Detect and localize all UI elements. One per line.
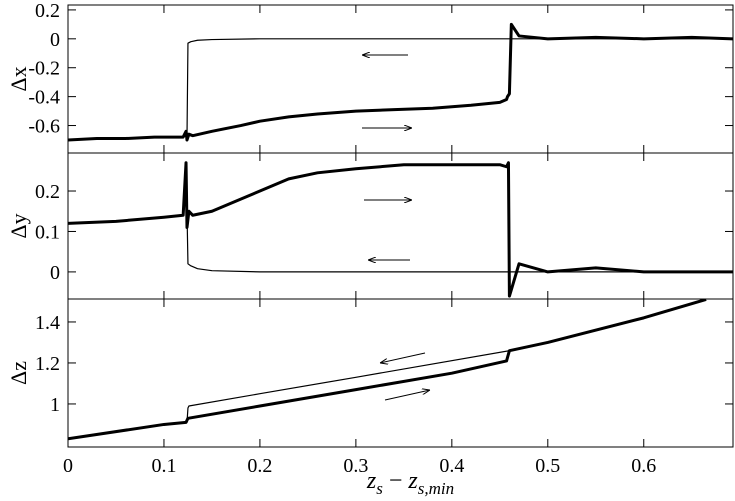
y-axis-label: Δy xyxy=(6,213,31,238)
y-tick-label: 1 xyxy=(50,394,60,416)
x-tick-label: 0.1 xyxy=(151,455,176,477)
x-tick-label: 0.3 xyxy=(343,455,368,477)
y-tick-label: 0.2 xyxy=(35,181,60,203)
plot-area xyxy=(68,161,733,298)
y-axis-label: Δz xyxy=(6,361,31,385)
backward-line xyxy=(186,211,733,273)
y-tick-label: 0 xyxy=(50,262,60,284)
backward-line xyxy=(186,38,733,138)
arrow xyxy=(384,390,430,401)
forward-line xyxy=(68,161,733,298)
x-tick-label: 0.6 xyxy=(631,455,656,477)
y-tick-label: -0.2 xyxy=(28,58,60,80)
x-axis-label-part: z xyxy=(407,468,418,494)
y-tick-label: 1.4 xyxy=(35,312,60,334)
arrow xyxy=(380,352,426,363)
panel-frame xyxy=(67,152,734,300)
panel-frame xyxy=(67,298,734,448)
x-tick-label: 0.2 xyxy=(247,455,272,477)
x-axis-label-part: s,min xyxy=(418,479,454,498)
direction-arrows xyxy=(362,55,430,401)
x-tick-label: 0.5 xyxy=(535,455,560,477)
plot-area xyxy=(68,299,707,441)
y-axis-label: Δx xyxy=(6,66,31,91)
x-axis-label: zs − zs,min xyxy=(366,468,454,498)
x-axis-label-part: z xyxy=(366,468,377,494)
backward-line xyxy=(186,350,510,423)
x-axis-label-part: − xyxy=(383,468,409,494)
plot-area xyxy=(68,22,733,142)
x-axis-label-part: s xyxy=(376,479,383,498)
forward-line xyxy=(68,299,707,441)
y-tick-label: -0.6 xyxy=(28,116,60,138)
y-tick-label: 0.2 xyxy=(35,0,60,22)
forward-line xyxy=(68,22,733,142)
y-tick-label: -0.4 xyxy=(28,87,60,109)
y-tick-label: 1.2 xyxy=(35,353,60,375)
x-tick-label: 0.4 xyxy=(439,455,464,477)
y-tick-label: 0.1 xyxy=(35,221,60,243)
panel-frame xyxy=(67,4,734,154)
y-tick-label: 0 xyxy=(50,29,60,51)
x-tick-label: 0 xyxy=(63,455,73,477)
